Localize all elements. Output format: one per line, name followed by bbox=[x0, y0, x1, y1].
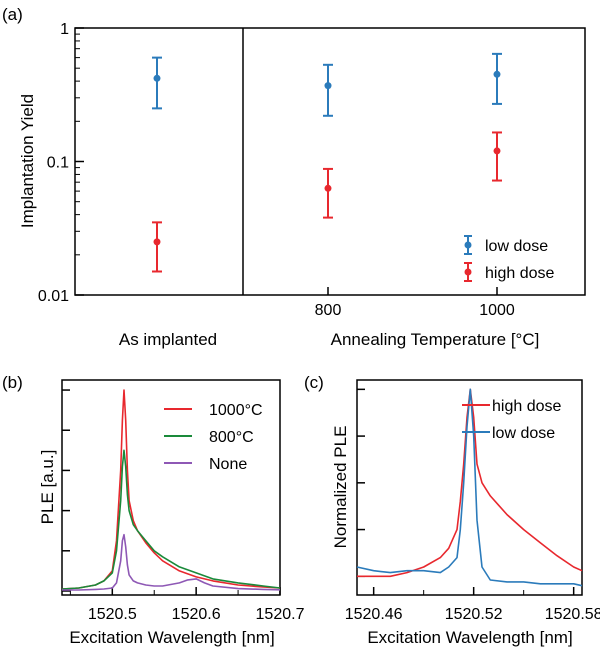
x-tick-label-a: 1000 bbox=[479, 302, 515, 319]
x-axis-label-b: Excitation Wavelength [nm] bbox=[69, 628, 274, 647]
series-line bbox=[357, 388, 583, 578]
data-marks-a bbox=[152, 52, 502, 273]
x-axis-a: 800 1000 bbox=[315, 287, 515, 319]
data-marks-b bbox=[61, 389, 281, 591]
legend-marker bbox=[464, 241, 472, 249]
y-tick-label-a: 0.01 bbox=[38, 288, 69, 305]
panel-c: Normalized PLE Excitation Wavelength [nm… bbox=[331, 379, 600, 647]
y-axis-label-c: Normalized PLE bbox=[331, 426, 350, 549]
legend-a: low dose high dose bbox=[464, 235, 554, 282]
x-tick-label-b: 1520.7 bbox=[256, 606, 305, 623]
series-line bbox=[61, 449, 281, 590]
x-tick-label-b: 1520.5 bbox=[88, 606, 137, 623]
data-point bbox=[324, 82, 332, 90]
axes-c: 1520.46 1520.52 1520.58 bbox=[345, 388, 600, 623]
x-tick-label-c: 1520.58 bbox=[545, 606, 600, 623]
legend-label: high dose bbox=[492, 398, 561, 415]
legend-b: 1000°C 800°C None bbox=[164, 402, 263, 473]
legend-label: high dose bbox=[485, 265, 554, 282]
data-marks-c bbox=[356, 388, 583, 587]
data-point bbox=[153, 238, 161, 246]
x-tick-label-c: 1520.52 bbox=[445, 606, 503, 623]
series-line bbox=[62, 533, 281, 591]
legend-label: low dose bbox=[485, 238, 548, 255]
panel-label-b: (b) bbox=[2, 373, 23, 392]
data-point bbox=[493, 70, 501, 78]
x-axis-label-c: Excitation Wavelength [nm] bbox=[367, 628, 572, 647]
panel-label-c: (c) bbox=[304, 373, 324, 392]
panel-a: 1 0.1 0.01 Implantation Yield As implanted… bbox=[18, 21, 586, 349]
legend-label: 1000°C bbox=[209, 402, 263, 419]
data-point bbox=[493, 147, 501, 155]
panel-b: PLE [a.u.] Excitation Wavelength [nm] 15… bbox=[38, 379, 305, 647]
y-tick-label-a: 1 bbox=[60, 21, 69, 38]
legend-label: 800°C bbox=[209, 429, 254, 446]
data-point bbox=[153, 74, 161, 82]
y-axis-label-a: Implantation Yield bbox=[18, 94, 37, 228]
plot-frame-b bbox=[61, 379, 281, 596]
plot-frame-c bbox=[356, 379, 583, 596]
x-section-label-as-implanted: As implanted bbox=[119, 330, 217, 349]
legend-marker bbox=[464, 268, 472, 276]
series-line bbox=[356, 388, 583, 587]
axes-b: 1520.5 1520.6 1520.7 bbox=[62, 389, 305, 623]
x-section-label-annealing: Annealing Temperature [°C] bbox=[331, 330, 540, 349]
x-tick-label-c: 1520.46 bbox=[345, 606, 403, 623]
legend-c: high dose low dose bbox=[462, 398, 561, 442]
x-tick-label-a: 800 bbox=[315, 302, 342, 319]
x-tick-label-b: 1520.6 bbox=[172, 606, 221, 623]
y-tick-label-a: 0.1 bbox=[47, 155, 69, 172]
legend-label: low dose bbox=[492, 425, 555, 442]
data-point bbox=[324, 184, 332, 192]
series-line bbox=[61, 389, 281, 590]
panel-label-a: (a) bbox=[2, 5, 23, 24]
y-axis-label-b: PLE [a.u.] bbox=[38, 450, 57, 525]
legend-label: None bbox=[209, 456, 247, 473]
y-axis-a: 1 0.1 0.01 bbox=[38, 21, 84, 305]
